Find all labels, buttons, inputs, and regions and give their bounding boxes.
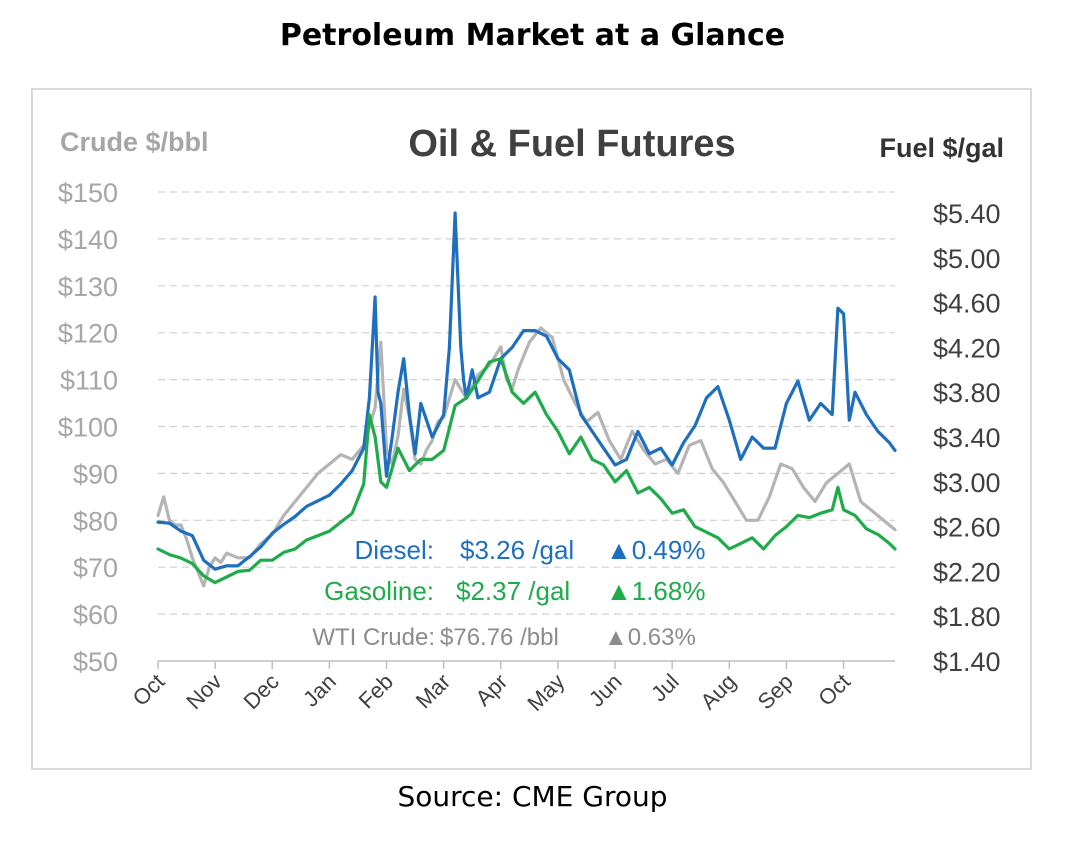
- legend-value: $3.26 /gal: [460, 535, 574, 565]
- x-tick-label: May: [522, 669, 569, 716]
- legend-label: WTI Crude:: [312, 624, 435, 651]
- x-tick-label: Jan: [298, 669, 341, 712]
- x-tick-label: Oct: [813, 669, 855, 711]
- left-tick-label: $80: [73, 506, 118, 536]
- x-tick-label: Sep: [753, 669, 798, 714]
- left-axis-label: Crude $/bbl: [60, 127, 209, 157]
- x-tick-label: Jun: [584, 669, 627, 712]
- legend-value: $2.37 /gal: [456, 576, 570, 606]
- right-tick-label: $5.40: [933, 199, 1001, 229]
- legend-change: ▲0.63%: [604, 624, 696, 651]
- x-tick-label: Nov: [181, 669, 226, 714]
- diesel-series-line: [156, 211, 897, 571]
- gasoline-series-line: [156, 357, 897, 585]
- left-tick-label: $60: [73, 600, 118, 630]
- x-tick-label: Dec: [238, 669, 283, 714]
- legend-label: Gasoline:: [324, 576, 434, 606]
- right-tick-label: $3.40: [933, 423, 1001, 453]
- right-tick-label: $1.40: [933, 647, 1001, 677]
- x-tick-label: Feb: [354, 669, 398, 713]
- right-tick-label: $2.60: [933, 513, 1001, 543]
- right-tick-label: $5.00: [933, 244, 1001, 274]
- left-tick-label: $140: [58, 225, 118, 255]
- x-tick-label: Mar: [411, 669, 455, 713]
- legend-change: ▲1.68%: [606, 576, 705, 606]
- page-title: Petroleum Market at a Glance: [279, 18, 786, 53]
- x-tick-label: Aug: [695, 669, 740, 714]
- left-tick-label: $70: [73, 553, 118, 583]
- source-note: Source: CME Group: [397, 780, 668, 813]
- right-tick-label: $3.00: [933, 468, 1001, 498]
- legend-value: $76.76 /bbl: [440, 624, 559, 651]
- x-tick-label: Oct: [128, 669, 170, 711]
- left-tick-label: $110: [60, 366, 118, 396]
- left-tick-label: $120: [58, 319, 118, 349]
- legend-change: ▲0.49%: [606, 535, 705, 565]
- left-tick-label: $130: [58, 272, 118, 302]
- left-tick-label: $50: [73, 647, 118, 677]
- left-tick-label: $100: [58, 413, 118, 443]
- chart-title: Oil & Fuel Futures: [408, 123, 735, 165]
- left-tick-label: $90: [73, 459, 118, 489]
- right-tick-label: $3.80: [933, 378, 1001, 408]
- right-tick-label: $1.80: [933, 602, 1001, 632]
- x-tick-label: Apr: [470, 669, 512, 711]
- chart-frame: [31, 88, 1032, 770]
- legend-label: Diesel:: [355, 535, 434, 565]
- left-tick-label: $150: [58, 178, 118, 208]
- right-tick-label: $4.60: [933, 289, 1001, 319]
- right-tick-label: $4.20: [933, 333, 1001, 363]
- right-tick-label: $2.20: [933, 557, 1001, 587]
- right-axis-label: Fuel $/gal: [879, 133, 1004, 163]
- x-tick-label: Jul: [646, 669, 684, 707]
